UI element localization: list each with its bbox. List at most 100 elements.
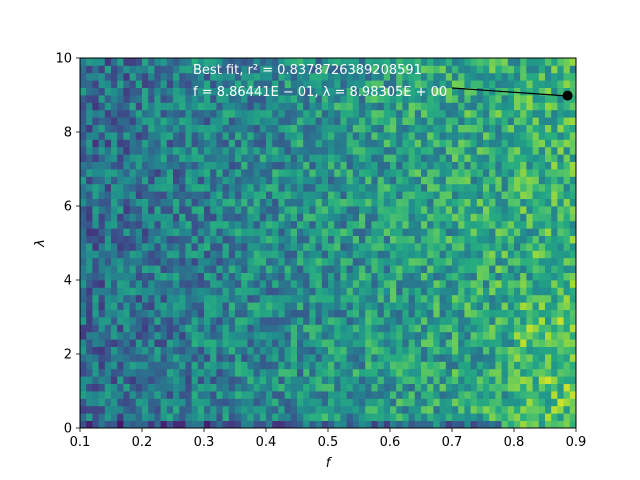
heatmap-cell [569,102,577,111]
heatmap-cell [98,309,106,318]
heatmap-cell [173,413,180,421]
heatmap-cell [253,117,261,125]
heatmap-cell [278,139,285,148]
heatmap-cell [538,228,546,236]
heatmap-cell [235,176,242,185]
heatmap-cell [80,183,87,192]
heatmap-cell [204,391,211,399]
heatmap-cell [507,206,515,214]
heatmap-cell [551,169,558,177]
heatmap-cell [551,354,558,362]
heatmap-cell [470,413,478,421]
heatmap-cell [266,109,273,118]
heatmap-cell [470,317,478,325]
heatmap-cell [111,146,118,155]
heatmap-cell [92,72,99,81]
heatmap-cell [253,176,261,185]
heatmap-cell [309,287,316,296]
heatmap-cell [309,191,316,199]
heatmap-cell [321,294,329,303]
heatmap-cell [272,80,279,88]
heatmap-cell [129,383,137,392]
heatmap-cell [421,235,428,244]
heatmap-cell [179,376,186,384]
heatmap-cell [551,324,558,333]
heatmap-cell [458,376,465,384]
heatmap-cell [278,183,285,192]
heatmap-cell [340,154,347,162]
heatmap-cell [408,65,416,74]
heatmap-cell [396,206,403,214]
heatmap-cell [135,139,143,148]
heatmap-cell [365,302,372,310]
heatmap-cell [266,280,273,288]
heatmap-cell [253,324,261,333]
heatmap-cell [408,368,416,377]
heatmap-cell [396,102,403,111]
heatmap-cell [476,161,484,170]
heatmap-cell [359,339,366,347]
heatmap-cell [253,198,261,207]
heatmap-cell [439,87,447,96]
heatmap-cell [204,405,211,414]
heatmap-cell [191,65,199,74]
heatmap-cell [526,235,533,244]
heatmap-cell [377,265,385,273]
heatmap-cell [507,80,515,88]
heatmap-cell [179,287,186,296]
heatmap-cell [532,80,540,88]
heatmap-cell [142,109,149,118]
heatmap-cell [160,354,168,362]
heatmap-cell [92,331,99,340]
heatmap-cell [470,117,478,125]
heatmap-cell [111,213,118,222]
heatmap-cell [346,191,354,199]
heatmap-cell [321,420,329,429]
heatmap-cell [179,383,186,392]
heatmap-cell [365,339,372,347]
heatmap-cell [104,220,112,229]
heatmap-cell [148,257,155,266]
heatmap-cell [334,124,341,133]
heatmap-cell [259,280,267,288]
heatmap-cell [489,243,496,251]
heatmap-cell [476,346,484,355]
heatmap-cell [352,102,360,111]
heatmap-cell [123,80,130,88]
heatmap-cell [445,383,453,392]
heatmap-cell [402,102,409,111]
heatmap-cell [228,243,236,251]
heatmap-cell [371,198,378,207]
heatmap-cell [452,376,459,384]
heatmap-cell [507,294,515,303]
heatmap-cell [414,220,422,229]
heatmap-cell [452,161,459,170]
heatmap-cell [483,361,490,370]
heatmap-cell [210,80,217,88]
heatmap-cell [142,228,149,236]
heatmap-cell [241,139,248,148]
heatmap-cell [557,124,564,133]
heatmap-cell [142,65,149,74]
heatmap-cell [359,265,366,273]
heatmap-cell [80,368,87,377]
heatmap-cell [266,65,273,74]
heatmap-cell [371,294,378,303]
heatmap-cell [352,220,360,229]
heatmap-cell [104,117,112,125]
heatmap-cell [545,220,552,229]
heatmap-cell [427,198,434,207]
heatmap-cell [569,65,577,74]
heatmap-cell [414,176,422,185]
heatmap-cell [532,391,540,399]
heatmap-cell [278,398,285,407]
heatmap-cell [563,376,571,384]
heatmap-cell [297,376,304,384]
heatmap-cell [272,272,279,281]
heatmap-cell [476,309,484,318]
heatmap-cell [402,124,409,133]
heatmap-cell [433,317,440,325]
y-tick-label: 10 [55,52,72,67]
heatmap-cell [328,154,335,162]
heatmap-cell [495,294,502,303]
